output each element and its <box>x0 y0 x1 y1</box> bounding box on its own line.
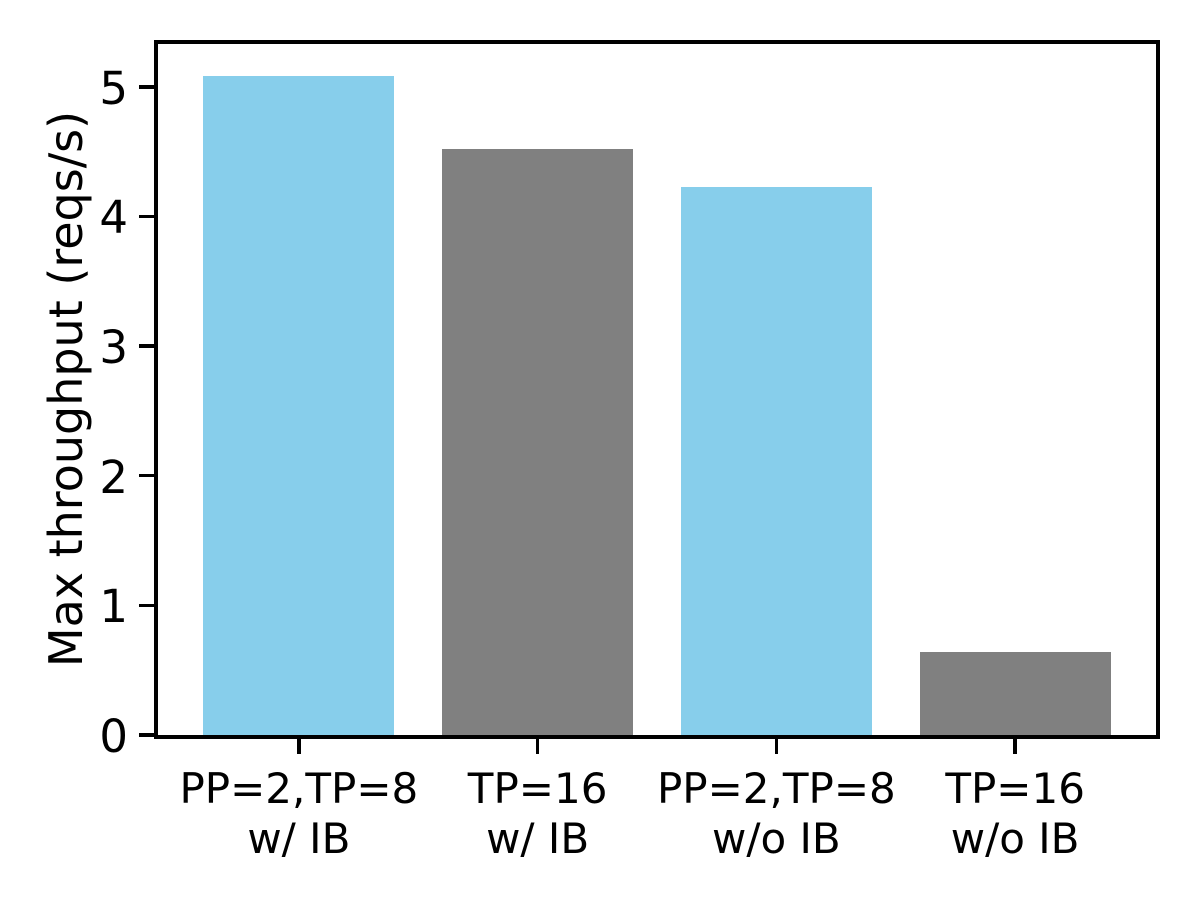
y-tick-mark-2 <box>139 473 154 478</box>
x-tick-mark-2 <box>774 739 779 754</box>
y-tick-mark-1 <box>139 603 154 608</box>
x-tick-label-line1: PP=2,TP=8 <box>656 764 896 813</box>
x-tick-mark-1 <box>535 739 540 754</box>
x-tick-label-line1: PP=2,TP=8 <box>179 764 419 813</box>
bar-0 <box>203 76 395 735</box>
y-tick-label-1: 1 <box>99 580 128 634</box>
y-tick-mark-5 <box>139 85 154 89</box>
y-tick-label-5: 5 <box>99 61 128 115</box>
x-tick-label-line2: w/o IB <box>712 813 841 863</box>
bar-1 <box>442 149 634 735</box>
y-tick-label-2: 2 <box>99 450 128 504</box>
x-tick-label-line1: TP=16 <box>945 764 1085 813</box>
x-tick-mark-3 <box>1013 739 1017 754</box>
x-tick-label-line2: w/ IB <box>247 813 351 863</box>
x-tick-label-line1: TP=16 <box>467 764 608 813</box>
y-tick-mark-4 <box>139 214 154 219</box>
x-tick-mark-0 <box>297 739 301 754</box>
x-tick-label-2: PP=2,TP=8 w/o IB <box>616 764 936 863</box>
y-tick-mark-3 <box>139 344 154 348</box>
x-tick-label-0: PP=2,TP=8 w/ IB <box>139 764 459 863</box>
y-tick-label-0: 0 <box>99 710 128 763</box>
y-tick-label-4: 4 <box>99 191 128 245</box>
plot-frame <box>154 40 1160 739</box>
bar-3 <box>919 652 1111 735</box>
bar-2 <box>680 186 872 735</box>
plot-area <box>158 44 1156 735</box>
x-tick-label-line2: w/ IB <box>486 813 590 863</box>
y-tick-mark-0 <box>139 733 154 737</box>
x-tick-label-line2: w/o IB <box>950 813 1080 863</box>
x-tick-label-1: TP=16 w/ IB <box>378 764 698 863</box>
x-tick-label-3: TP=16 w/o IB <box>855 764 1175 863</box>
y-tick-label-3: 3 <box>99 321 128 375</box>
